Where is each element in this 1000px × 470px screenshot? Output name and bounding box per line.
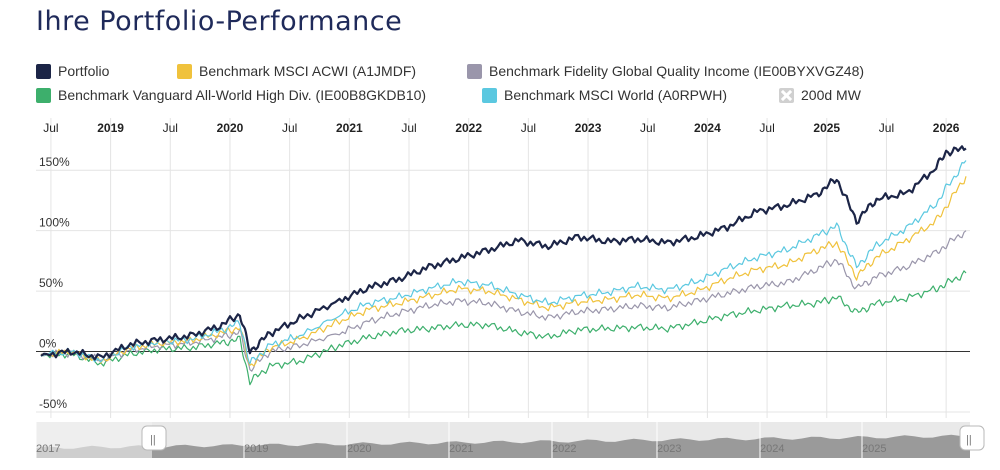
x-tick-label: 2021 [336,121,363,135]
x-tick-label: Jul [640,121,655,135]
x-tick-label: Jul [759,121,774,135]
legend-label: 200d MW [801,87,861,103]
legend-label: Portfolio [58,63,110,79]
navigator-label: 2022 [552,443,576,455]
series-line [40,270,967,386]
navigator-label: 2020 [347,443,371,455]
y-tick-label: -50% [39,397,67,411]
legend-label: Benchmark Vanguard All-World High Div. (… [58,87,427,103]
navigator-handle-left[interactable] [141,425,167,451]
y-axis-ticks: 150% 100% 50% 0% -50% [39,155,70,411]
legend-swatch [467,63,482,79]
legend-swatch [36,63,51,79]
x-tick-label: Jul [879,121,894,135]
y-tick-label: 150% [39,155,70,169]
x-tick-label: 2025 [813,121,840,135]
series-line [40,160,967,365]
navigator-mask [36,422,152,458]
legend-item-vanguard[interactable]: Benchmark Vanguard All-World High Div. (… [36,87,426,103]
series-line [40,145,967,361]
chart-legend: Portfolio Benchmark MSCI ACWI (A1JMDF) B… [36,63,976,109]
navigator-handle-right[interactable] [959,425,985,451]
x-tick-label: Jul [282,121,297,135]
y-tick-label: 50% [39,276,63,290]
legend-swatch-disabled [779,87,794,103]
handle-grip-icon: || [150,434,156,446]
navigator-label: 2025 [862,443,886,455]
x-tick-label: 2020 [217,121,244,135]
series-line [40,230,967,372]
legend-swatch [482,87,497,103]
x-tick-label: Jul [401,121,416,135]
navigator-label: 2023 [657,443,681,455]
legend-swatch [36,87,51,103]
series-lines [40,145,967,386]
x-tick-label: Jul [43,121,58,135]
navigator-area [36,434,970,458]
grid-lines [36,118,970,418]
navigator-label: 2017 [36,443,60,455]
y-tick-label: 100% [39,216,70,230]
legend-item-200d-mw[interactable]: 200d MW [779,87,861,103]
navigator-label: 2021 [449,443,473,455]
x-tick-label: 2026 [933,121,960,135]
x-tick-label: 2023 [575,121,602,135]
navigator-label: 2024 [760,443,784,455]
page-title: Ihre Portfolio-Performance [36,6,403,37]
x-axis-ticks: Jul 2019 Jul 2020 Jul 2021 Jul 2022 Jul 2023 Jul 20… [43,121,960,135]
legend-item-portfolio[interactable]: Portfolio [36,63,109,79]
legend-swatch [177,63,192,79]
legend-label: Benchmark MSCI World (A0RPWH) [504,87,728,103]
navigator-label: 2019 [244,443,268,455]
y-tick-label: 0% [39,337,57,351]
x-tick-label: 2022 [455,121,482,135]
legend-label: Benchmark MSCI ACWI (A1JMDF) [199,63,417,79]
x-tick-label: 2019 [97,121,124,135]
legend-item-fidelity[interactable]: Benchmark Fidelity Global Quality Income… [467,63,864,79]
legend-item-msci-acwi[interactable]: Benchmark MSCI ACWI (A1JMDF) [177,63,416,79]
x-tick-label: Jul [163,121,178,135]
legend-label: Benchmark Fidelity Global Quality Income… [489,63,865,79]
x-tick-label: Jul [521,121,536,135]
range-navigator[interactable]: 2017 2019 2020 2021 2022 2023 2024 2025 || || [35,422,985,458]
x-tick-label: 2024 [694,121,721,135]
legend-item-msci-world[interactable]: Benchmark MSCI World (A0RPWH) [482,87,727,103]
handle-grip-icon: || [966,434,972,446]
